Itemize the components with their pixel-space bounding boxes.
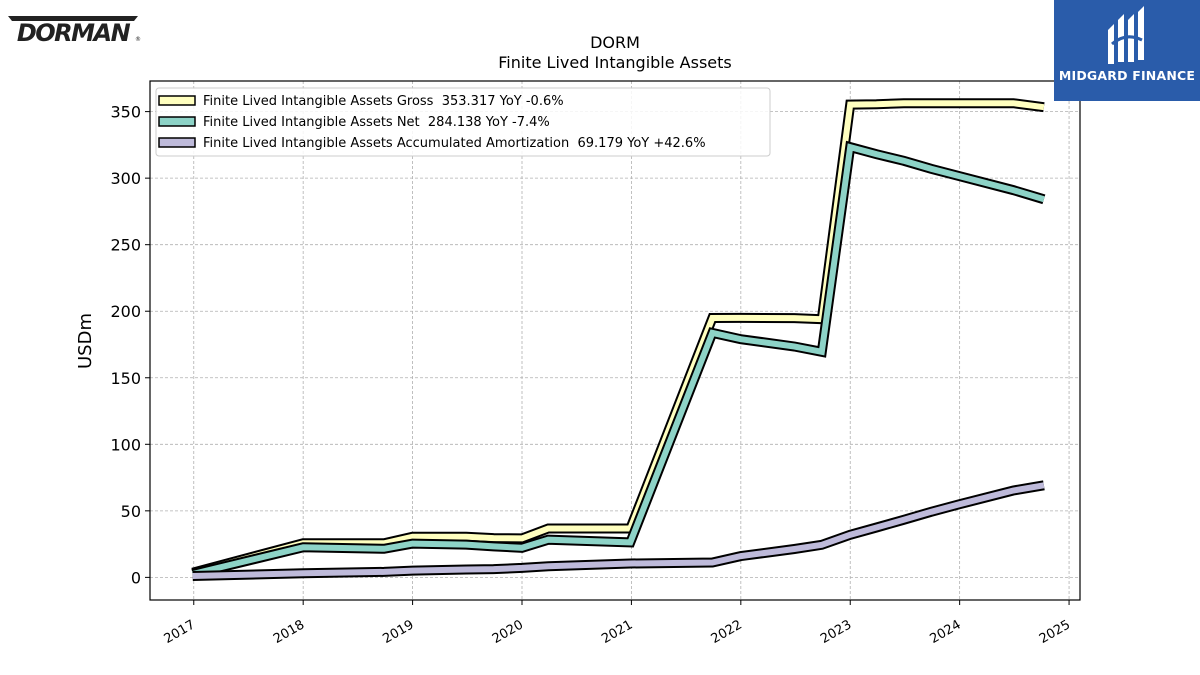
y-tick-label: 300: [110, 169, 141, 188]
legend-label-net: Finite Lived Intangible Assets Net 284.1…: [203, 115, 550, 130]
x-tick-label: 2022: [709, 617, 745, 647]
legend-label-amortization: Finite Lived Intangible Assets Accumulat…: [203, 136, 706, 151]
series-gross-line: [191, 100, 1045, 576]
series-net-line: [191, 143, 1045, 577]
legend-swatch-gross: [158, 95, 196, 106]
legend-label-gross: Finite Lived Intangible Assets Gross 353…: [203, 94, 564, 109]
midgard-finance-label: MIDGARD FINANCE: [1058, 68, 1196, 83]
grid-lines: [150, 81, 1080, 600]
series-lines: [191, 98, 1046, 581]
x-tick-label: 2024: [927, 617, 963, 647]
chart-subtitle: Finite Lived Intangible Assets: [498, 53, 731, 72]
svg-text:DORMAN: DORMAN: [17, 19, 131, 44]
legend-box: [155, 87, 771, 157]
plot-frame: [149, 80, 1081, 601]
series-amortization-line: [192, 482, 1045, 579]
dorman-logo: DORMAN ®: [6, 12, 142, 48]
x-tick-label: 2025: [1037, 617, 1073, 647]
y-tick-label: 50: [121, 502, 141, 521]
svg-text:®: ®: [135, 36, 141, 43]
legend: Finite Lived Intangible Assets Gross 353…: [155, 87, 771, 157]
x-axis-ticks: 2017 2018 2019 2020 2021 2022 2023 2024 2025: [162, 600, 1073, 647]
series-net-outline: [191, 140, 1046, 579]
x-tick-label: 2019: [380, 617, 416, 647]
legend-swatch-net: [158, 116, 196, 127]
y-tick-label: 200: [110, 302, 141, 321]
y-tick-label: 250: [110, 236, 141, 255]
midgard-emblem-icon: [1108, 6, 1144, 64]
x-tick-label: 2018: [271, 617, 307, 647]
series-gross-outline: [191, 98, 1045, 578]
x-tick-label: 2017: [162, 617, 198, 647]
y-axis-label: USDm: [75, 313, 96, 369]
midgard-finance-logo: MIDGARD FINANCE: [1054, 0, 1200, 101]
y-tick-label: 350: [110, 103, 141, 122]
y-axis-ticks: 0 50 100 150 200 250 300 350: [110, 103, 150, 587]
y-tick-label: 150: [110, 369, 141, 388]
x-tick-label: 2020: [490, 617, 526, 647]
y-tick-label: 0: [131, 568, 141, 587]
chart-title: DORM: [590, 33, 640, 52]
x-tick-label: 2021: [599, 617, 635, 647]
y-tick-label: 100: [110, 435, 141, 454]
legend-swatch-amortization: [158, 137, 196, 148]
x-tick-label: 2023: [818, 617, 854, 647]
